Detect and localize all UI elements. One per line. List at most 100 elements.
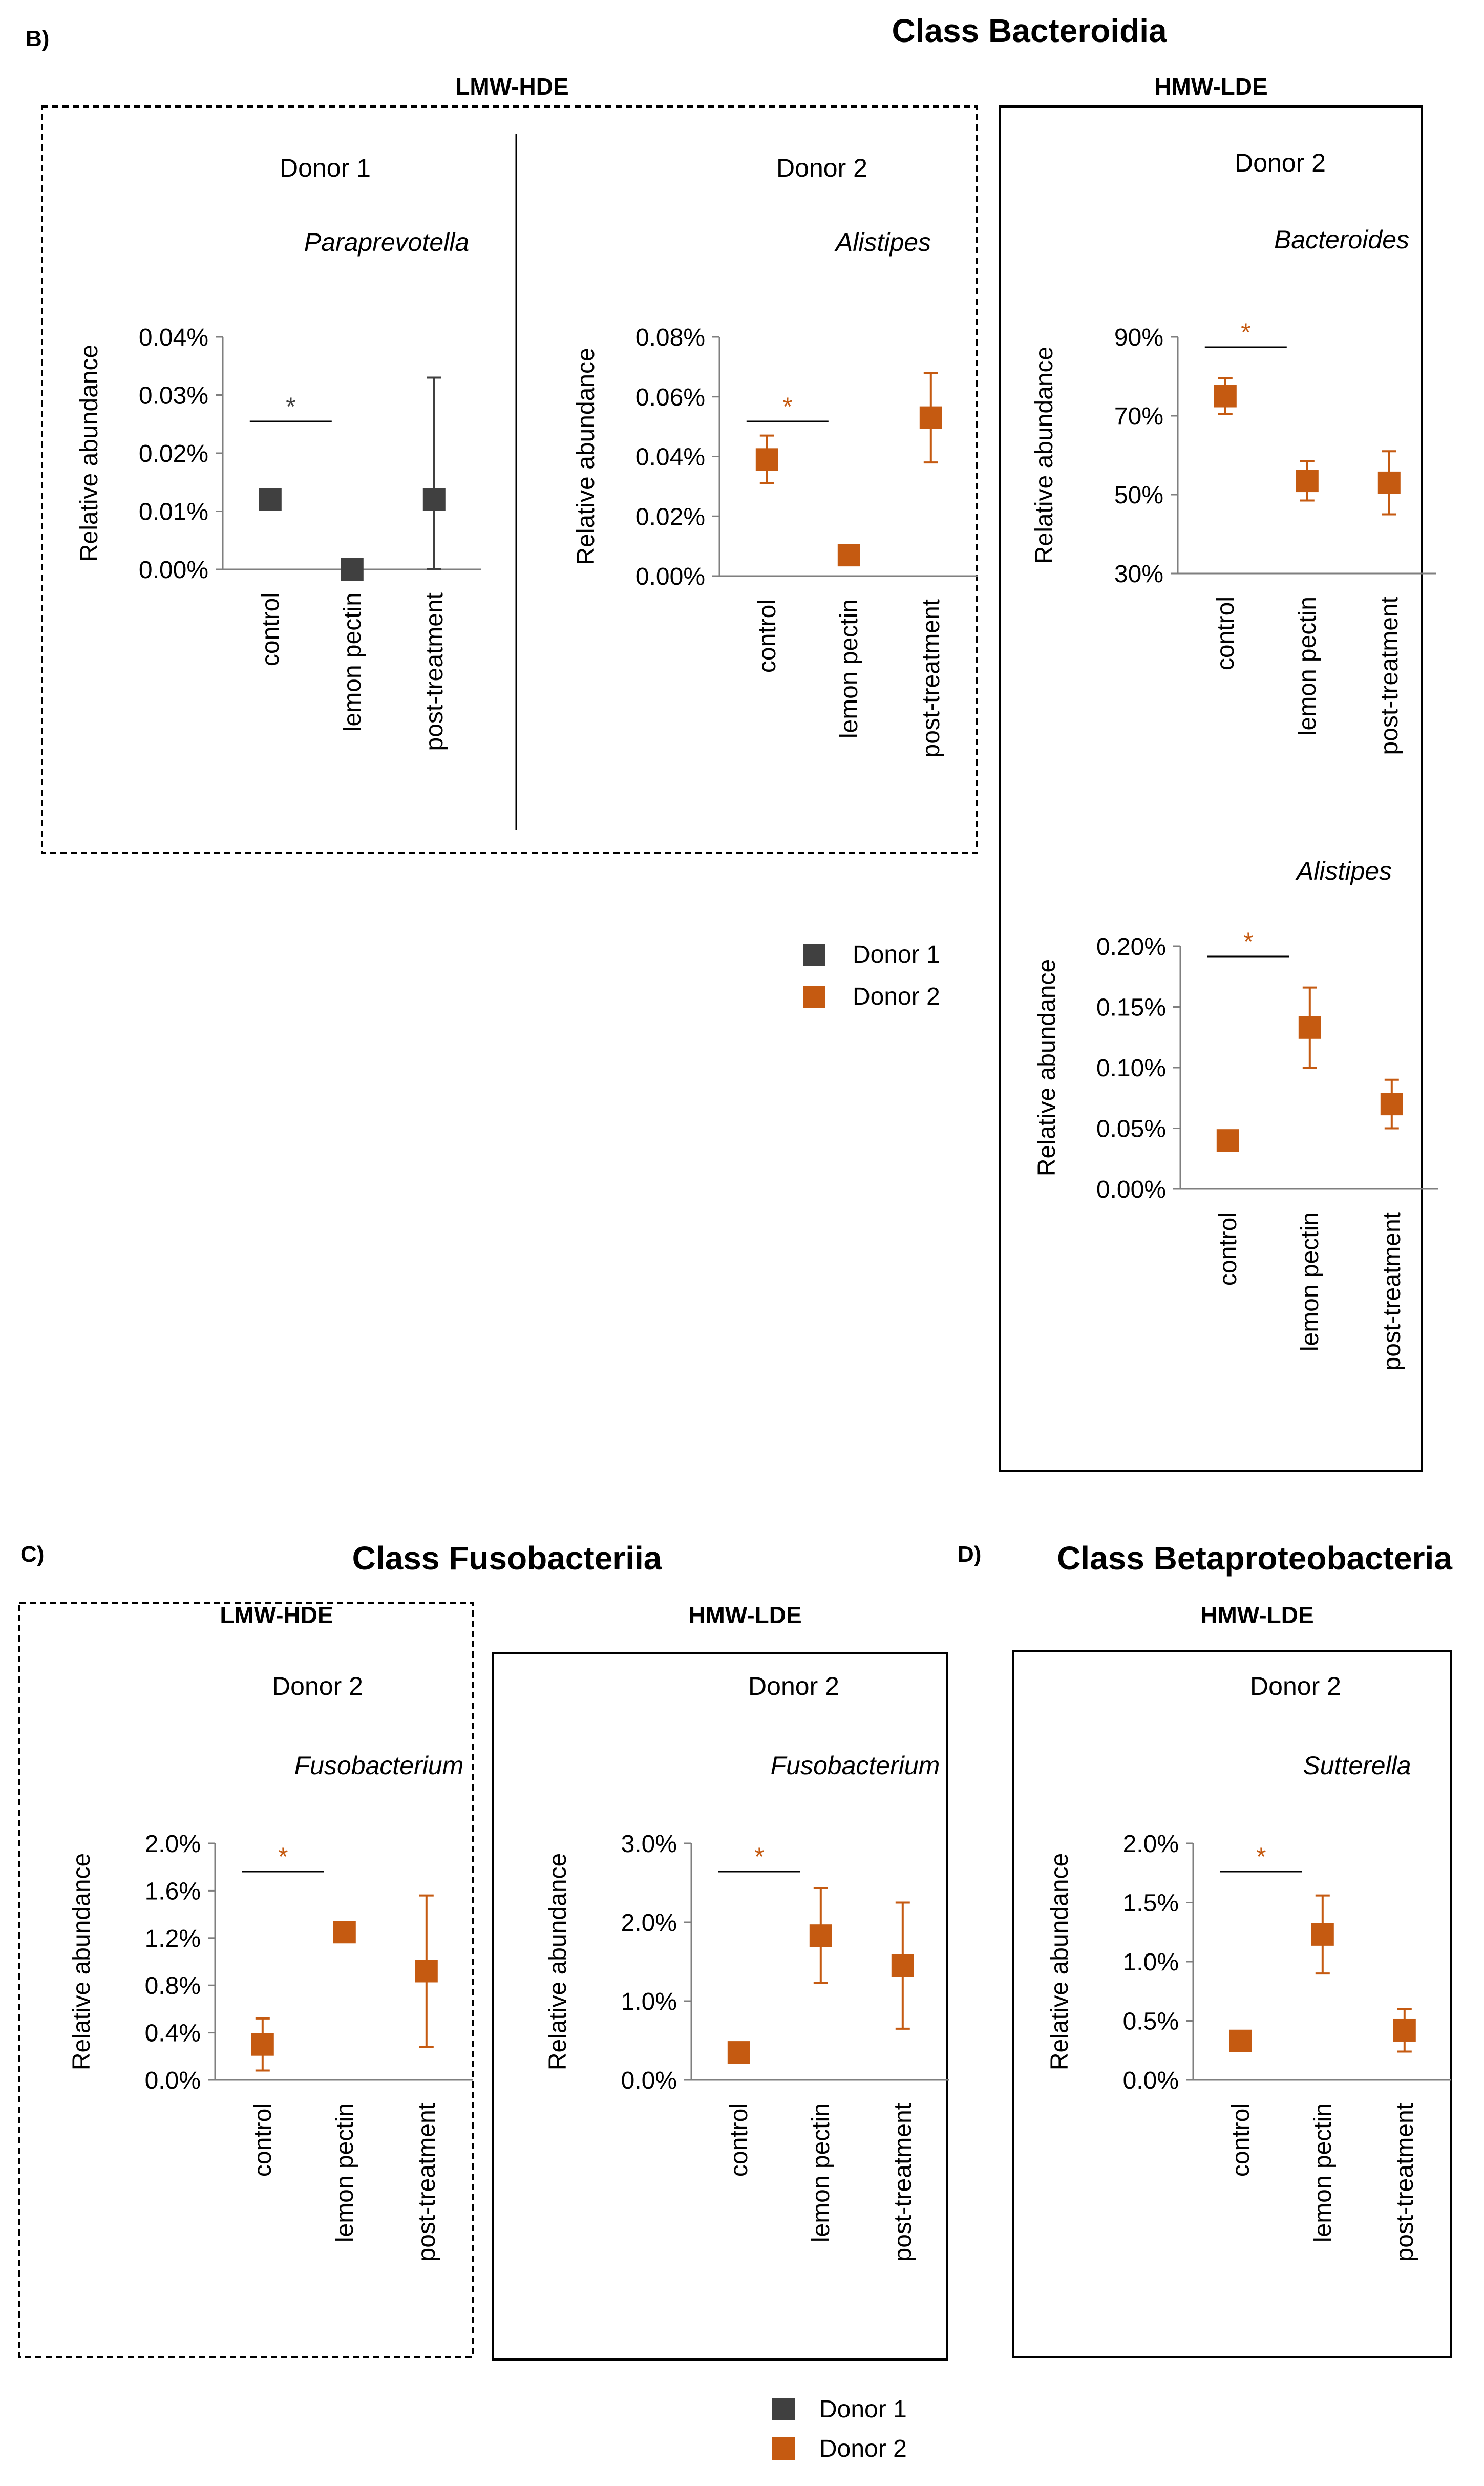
data-point xyxy=(919,406,942,429)
section-title-bacteroidia: Class Bacteroidia xyxy=(892,12,1167,49)
donor-label: Donor 2 xyxy=(776,154,867,182)
y-tick-label: 2.0% xyxy=(621,1909,677,1937)
donor-label: Donor 2 xyxy=(1250,1672,1341,1701)
y-tick-label: 0.00% xyxy=(635,563,705,590)
data-point xyxy=(251,2033,274,2056)
y-tick-label: 0.0% xyxy=(145,2067,201,2094)
y-tick-label: 1.2% xyxy=(145,1925,201,1952)
y-tick-label: 0.04% xyxy=(635,444,705,471)
y-tick-label: 1.0% xyxy=(621,1988,677,2015)
x-tick-label: lemon pectin xyxy=(1294,597,1321,736)
y-axis-label: Relative abundance xyxy=(76,345,103,562)
chart-c-hmw-donor2-fusobacterium: Donor 2 Fusobacterium 0.0% 1.0% 2.0% 3.0% Rela… xyxy=(544,1672,949,2261)
legend-label-donor2: Donor 2 xyxy=(819,2435,907,2462)
group-box-c-hmw xyxy=(492,1652,948,2361)
data-point xyxy=(1216,1129,1239,1152)
data-point xyxy=(1296,470,1319,493)
section-title-betaproteobacteria: Class Betaproteobacteria xyxy=(1057,1540,1452,1577)
legend-label-donor2: Donor 2 xyxy=(853,983,940,1010)
x-tick-label: post-treatment xyxy=(1376,597,1403,755)
x-tick-label: post-treatment xyxy=(918,599,945,757)
chart-b-hmw-donor2-bacteroides: Donor 2 Bacteroides 30% 50% 70% 90% Relative a… xyxy=(1031,148,1436,755)
group-label-d-hmw: HMW-LDE xyxy=(1200,1602,1313,1628)
data-point xyxy=(259,488,282,511)
y-tick-label: 0.15% xyxy=(1096,994,1166,1022)
legend-label-donor1: Donor 1 xyxy=(853,941,940,968)
group-box-b-hmw xyxy=(999,105,1423,1472)
y-tick-label: 0.4% xyxy=(145,2020,201,2047)
y-axis-label: Relative abundance xyxy=(1031,347,1058,564)
x-tick-label: post-treatment xyxy=(1379,1212,1406,1370)
y-tick-label: 0.08% xyxy=(635,324,705,351)
x-tick-label: lemon pectin xyxy=(1309,2103,1337,2242)
data-point xyxy=(891,1954,914,1977)
legend-swatch-donor2 xyxy=(803,986,825,1008)
x-tick-label: control xyxy=(726,2103,753,2177)
x-tick-label: post-treatment xyxy=(413,2103,440,2261)
data-point xyxy=(809,1924,832,1947)
significance-star: * xyxy=(1241,318,1250,347)
legend-swatch-donor1 xyxy=(772,2398,795,2420)
y-tick-label: 50% xyxy=(1114,482,1163,509)
significance-star: * xyxy=(286,392,295,421)
legend-label-donor1: Donor 1 xyxy=(819,2396,907,2423)
group-box-b-lmw xyxy=(41,105,978,854)
x-tick-label: control xyxy=(1212,597,1239,670)
data-point xyxy=(1214,385,1237,408)
panel-label-d: D) xyxy=(958,1542,981,1567)
y-tick-label: 2.0% xyxy=(145,1831,201,1858)
y-axis-label: Relative abundance xyxy=(68,1853,95,2070)
y-tick-label: 0.0% xyxy=(1123,2067,1179,2094)
y-tick-label: 2.0% xyxy=(1123,1831,1179,1858)
y-tick-label: 1.6% xyxy=(145,1878,201,1905)
y-tick-label: 0.5% xyxy=(1123,2008,1179,2035)
data-point xyxy=(1298,1016,1321,1039)
y-tick-label: 0.00% xyxy=(139,557,208,584)
donor-label: Donor 1 xyxy=(280,154,371,182)
legend-swatch-donor1 xyxy=(803,944,825,966)
data-point xyxy=(1229,2029,1252,2052)
legend-swatch-donor2 xyxy=(772,2437,795,2460)
y-tick-label: 0.02% xyxy=(635,503,705,530)
panel-label-c: C) xyxy=(20,1542,44,1567)
genus-title: Sutterella xyxy=(1303,1751,1411,1780)
significance-star: * xyxy=(782,392,792,421)
donor-label: Donor 2 xyxy=(1235,148,1326,177)
group-box-d-hmw xyxy=(1012,1650,1452,2358)
x-tick-label: lemon pectin xyxy=(331,2103,358,2242)
y-tick-label: 0.20% xyxy=(1096,933,1166,961)
chart-d-hmw-donor2-sutterella: Donor 2 Sutterella 0.0% 0.5% 1.0% 1.5% 2.0% Rel… xyxy=(1046,1672,1451,2261)
donor-label: Donor 2 xyxy=(748,1672,839,1701)
genus-title: Paraprevotella xyxy=(304,228,469,257)
significance-star: * xyxy=(754,1842,764,1871)
chart-c-lmw-donor2-fusobacterium: Donor 2 Fusobacterium 0.0% 0.4% 0.8% 1.2% 1.6%… xyxy=(68,1672,473,2261)
data-point xyxy=(1311,1923,1334,1946)
significance-star: * xyxy=(1256,1842,1266,1871)
x-tick-label: control xyxy=(1215,1212,1242,1286)
genus-title: Fusobacterium xyxy=(294,1751,464,1780)
group-label-b-lmw: LMW-HDE xyxy=(455,73,568,100)
genus-title: Alistipes xyxy=(1295,857,1392,885)
x-tick-label: control xyxy=(249,2103,277,2177)
x-tick-label: lemon pectin xyxy=(808,2103,835,2242)
y-tick-label: 0.00% xyxy=(1096,1176,1166,1203)
y-axis-label: Relative abundance xyxy=(573,348,600,565)
data-point xyxy=(1393,2018,1416,2042)
data-point xyxy=(727,2041,750,2064)
section-title-fusobacteriia: Class Fusobacteriia xyxy=(352,1540,662,1577)
chart-b-hmw-donor2-alistipes: Alistipes 0.00% 0.05% 0.10% 0.15% 0.20% Relati… xyxy=(1033,857,1438,1370)
data-point xyxy=(333,1921,356,1944)
data-point xyxy=(1380,1093,1403,1116)
legend-bottom: Donor 1 Donor 2 xyxy=(772,2396,907,2462)
x-tick-label: control xyxy=(1227,2103,1255,2177)
data-point xyxy=(1377,471,1401,494)
x-tick-label: lemon pectin xyxy=(1297,1212,1324,1351)
y-tick-label: 3.0% xyxy=(621,1831,677,1858)
x-tick-label: control xyxy=(257,592,284,666)
y-tick-label: 70% xyxy=(1114,403,1163,430)
y-tick-label: 30% xyxy=(1114,561,1163,588)
y-tick-label: 0.03% xyxy=(139,383,208,410)
panel-label-b: B) xyxy=(26,26,49,51)
y-tick-label: 0.8% xyxy=(145,1972,201,2000)
